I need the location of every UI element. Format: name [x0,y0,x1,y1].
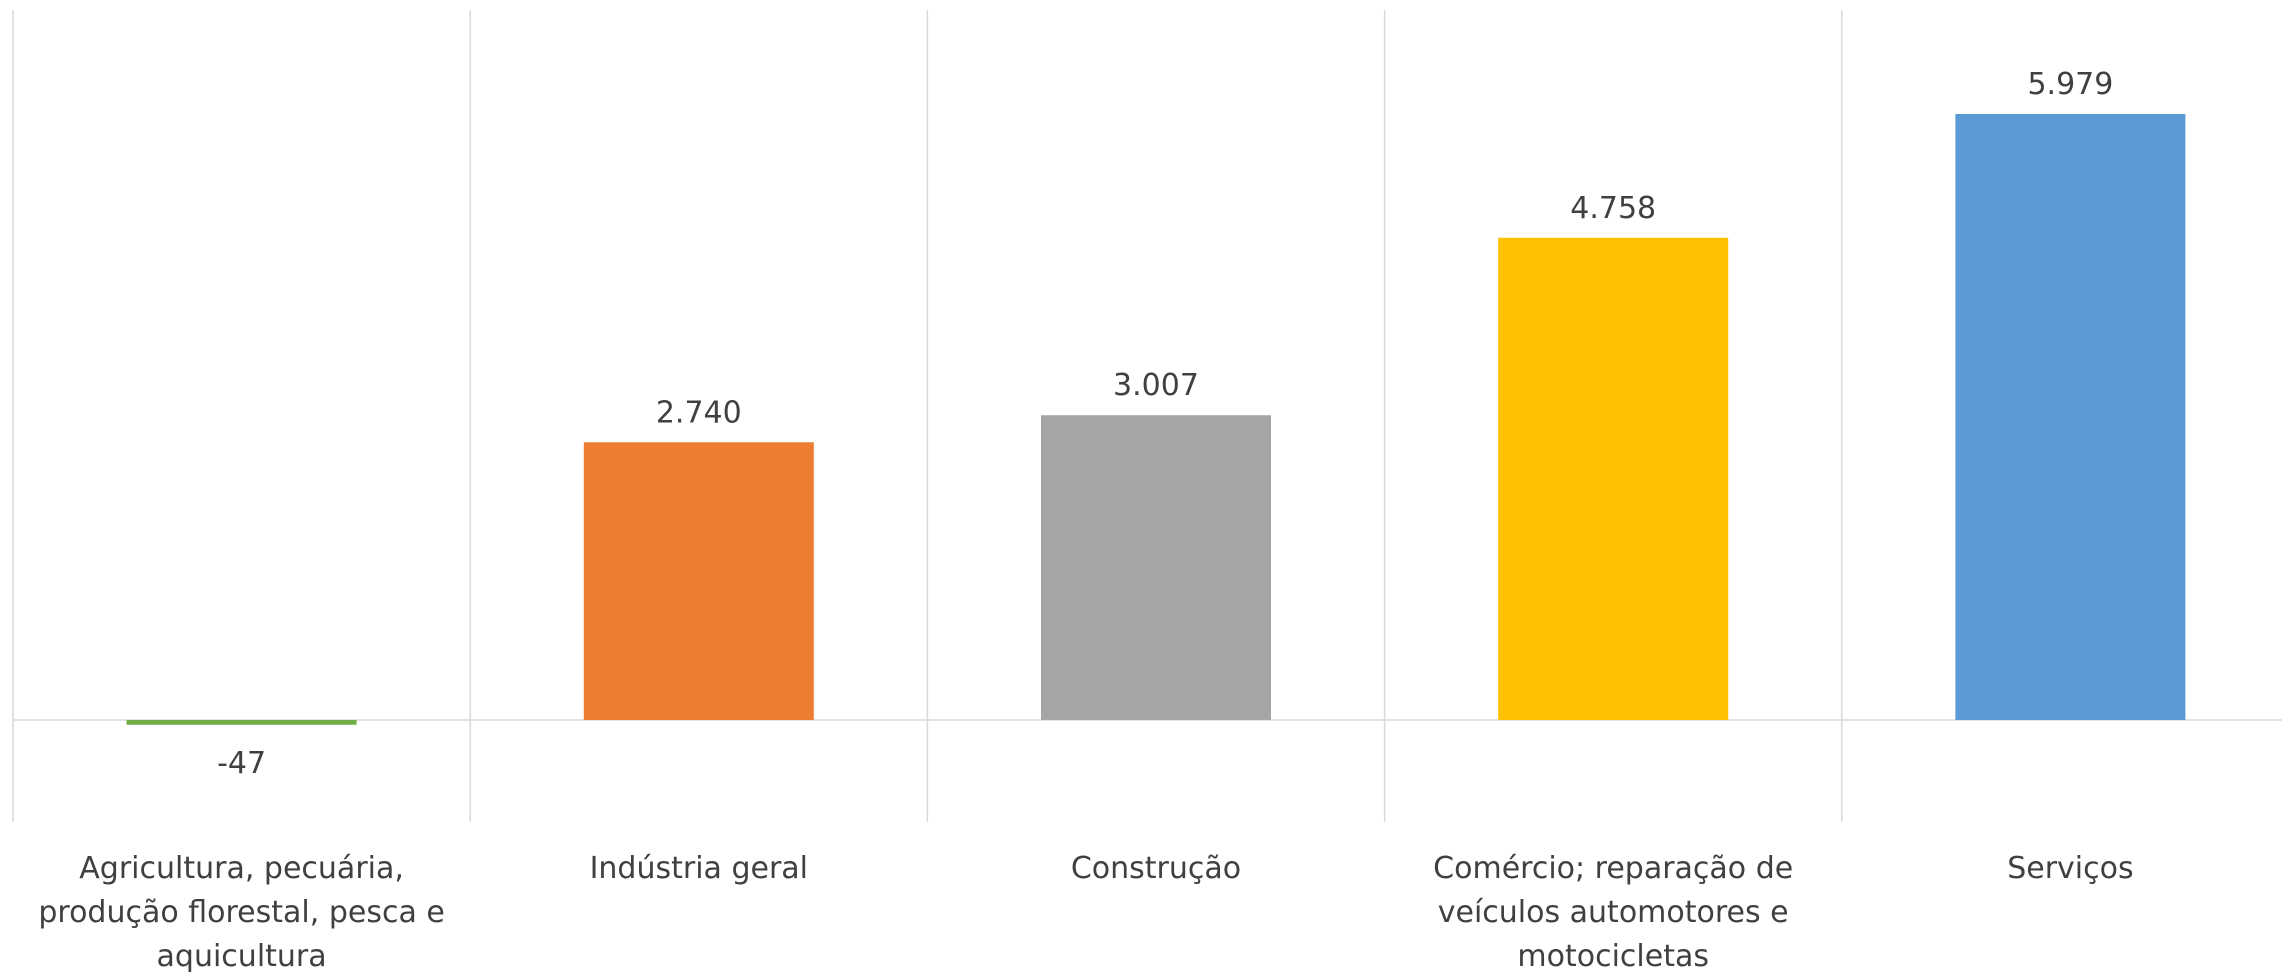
bar [126,720,357,725]
bar [1955,114,2186,720]
data-label: -47 [217,746,266,781]
data-label: 5.979 [2027,67,2113,102]
category-label: Indústria geral [590,851,808,886]
category-label: Serviços [2007,851,2133,886]
category-label: Comércio; reparação de veículos automotor… [1433,851,1793,972]
category-label-line: veículos automotores e [1438,895,1789,930]
bar [583,442,814,720]
data-label: 4.758 [1570,191,1656,226]
category-label-line: aquicultura [157,939,327,972]
category-label-line: Construção [1071,851,1241,886]
category-label: Construção [1071,851,1241,886]
category-label-line: Serviços [2007,851,2133,886]
category-label-line: Comércio; reparação de [1433,851,1793,886]
data-label: 3.007 [1113,368,1199,403]
category-label-line: produção florestal, pesca e [38,895,444,930]
bar [1498,237,1729,720]
category-label: Agricultura, pecuária, produção florestal… [38,851,444,972]
data-label: 2.740 [656,395,742,430]
category-label-line: Indústria geral [590,851,808,886]
bar [1041,415,1271,720]
category-label-line: Agricultura, pecuária, [79,851,404,886]
category-label-line: motocicletas [1517,939,1709,972]
